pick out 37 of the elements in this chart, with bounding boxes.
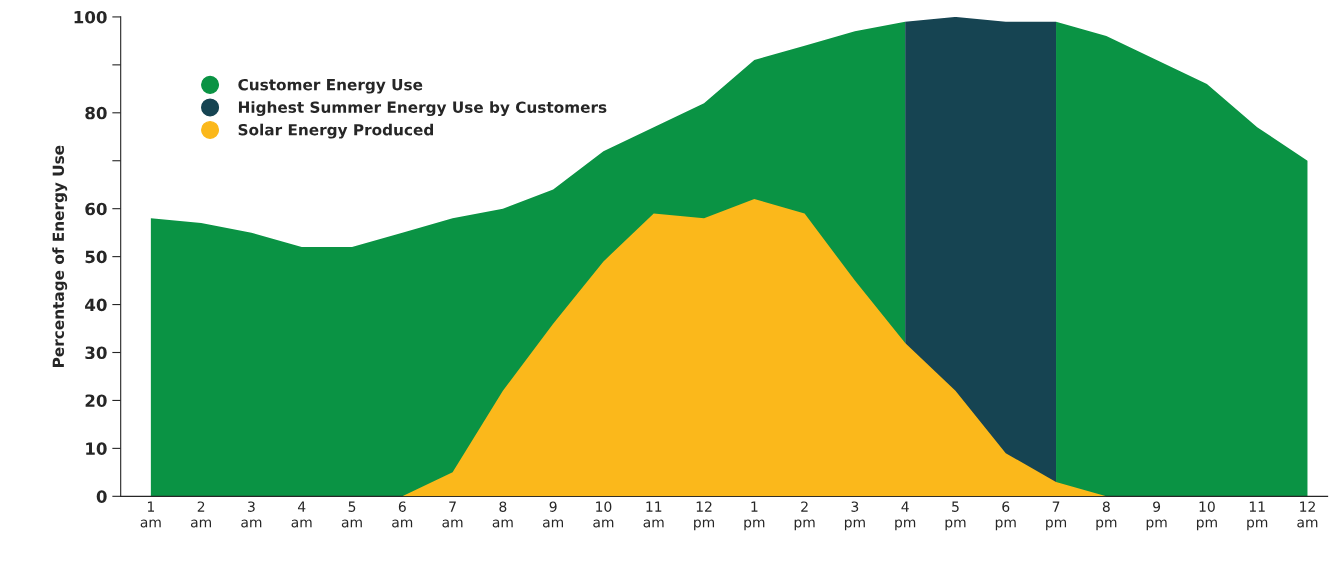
y-tick-label: 50 xyxy=(85,250,107,264)
x-tick-label: 2 am xyxy=(190,501,211,528)
x-tick-label: 12 pm xyxy=(694,501,715,531)
y-tick-label: 0 xyxy=(96,490,107,503)
x-tick-label: 6 pm xyxy=(995,501,1016,531)
x-tick-label: 3 pm xyxy=(844,501,865,531)
x-tick-label: 10 am xyxy=(593,501,614,528)
x-tick-label: 3 am xyxy=(241,501,262,528)
x-tick-label: 2 pm xyxy=(794,501,815,531)
x-tick-label: 7 pm xyxy=(1046,501,1067,531)
y-tick-label: 40 xyxy=(85,298,107,312)
x-tick-label: 9 am xyxy=(542,501,563,528)
y-tick-label: 100 xyxy=(74,10,107,24)
x-tick-label: 12 am xyxy=(1297,501,1318,528)
y-tick-label: 80 xyxy=(85,106,107,120)
x-tick-label: 4 am xyxy=(291,501,312,528)
y-tick-label: 10 xyxy=(86,442,107,455)
x-tick-label: 5 pm xyxy=(945,501,966,531)
y-tick-label: 60 xyxy=(85,202,107,216)
legend-label: Customer Energy Use xyxy=(238,78,423,94)
y-tick-label: 20 xyxy=(85,394,107,408)
x-tick-label: 8 am xyxy=(492,501,513,528)
legend-label: Solar Energy Produced xyxy=(238,123,433,139)
y-tick-label: 30 xyxy=(85,346,107,360)
x-tick-label: 11 am xyxy=(643,501,664,528)
y-axis-title: Percentage of Energy Use xyxy=(52,145,68,367)
x-tick-label: 1 pm xyxy=(744,501,765,531)
x-tick-label: 11 pm xyxy=(1247,501,1268,531)
x-tick-label: 1 am xyxy=(140,501,161,528)
x-tick-label: 10 pm xyxy=(1196,501,1217,531)
x-tick-label: 4 pm xyxy=(895,501,916,531)
x-tick-label: 9 pm xyxy=(1146,501,1167,531)
x-tick-label: 8 pm xyxy=(1096,501,1117,531)
x-tick-label: 5 am xyxy=(341,501,362,528)
x-tick-label: 7 am xyxy=(442,501,463,528)
x-tick-label: 6 am xyxy=(392,501,413,528)
legend-label: Highest Summer Energy Use by Customers xyxy=(238,101,607,117)
